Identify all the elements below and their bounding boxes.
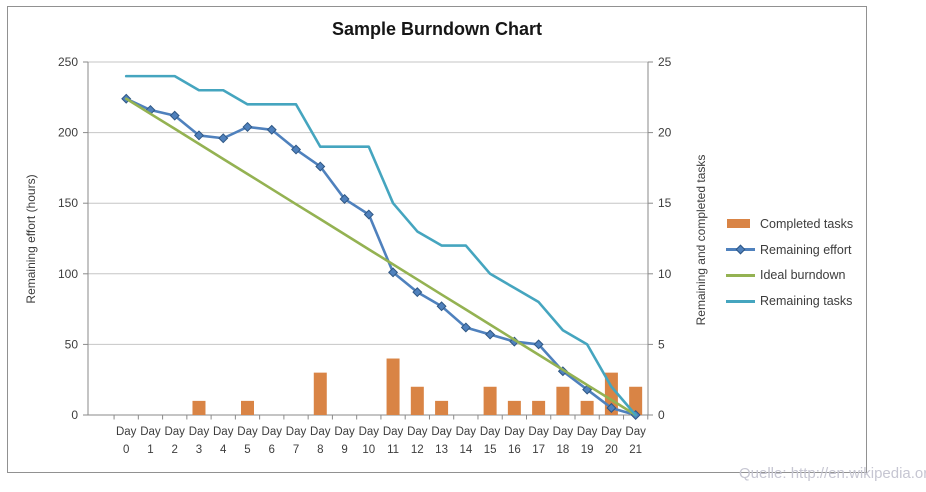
line-swatch-icon xyxy=(726,269,757,282)
svg-text:Day: Day xyxy=(334,426,355,438)
line-remaining-tasks xyxy=(124,74,637,417)
svg-text:Day: Day xyxy=(383,426,404,438)
svg-text:Day: Day xyxy=(577,426,598,438)
svg-text:Day: Day xyxy=(407,426,428,438)
svg-text:2: 2 xyxy=(172,444,178,456)
svg-text:0: 0 xyxy=(658,408,665,422)
svg-text:Day: Day xyxy=(601,426,622,438)
svg-text:18: 18 xyxy=(556,444,569,456)
legend-item-remaining-effort: Remaining effort xyxy=(726,237,853,263)
svg-text:25: 25 xyxy=(658,55,672,69)
line-swatch-icon xyxy=(726,295,757,308)
y-axis-labels-right: 25 20 15 10 5 0 xyxy=(658,55,672,422)
legend-item-remaining-tasks: Remaining tasks xyxy=(726,288,853,314)
svg-text:Day: Day xyxy=(116,426,137,438)
svg-text:Day: Day xyxy=(310,426,331,438)
svg-text:0: 0 xyxy=(123,444,129,456)
chart-legend: Completed tasks Remaining effort Ideal b… xyxy=(726,211,853,314)
svg-text:Day: Day xyxy=(528,426,549,438)
svg-text:14: 14 xyxy=(459,444,472,456)
svg-text:8: 8 xyxy=(317,444,323,456)
svg-text:10: 10 xyxy=(658,267,672,281)
svg-text:50: 50 xyxy=(65,337,79,351)
svg-text:Day: Day xyxy=(504,426,525,438)
svg-text:250: 250 xyxy=(58,55,78,69)
chart-title: Sample Burndown Chart xyxy=(331,19,543,39)
svg-text:3: 3 xyxy=(196,444,202,456)
svg-text:Day: Day xyxy=(431,426,452,438)
svg-text:Day: Day xyxy=(140,426,161,438)
svg-text:Day: Day xyxy=(553,426,574,438)
svg-text:100: 100 xyxy=(58,267,78,281)
svg-text:21: 21 xyxy=(629,444,642,456)
legend-item-ideal-burndown: Ideal burndown xyxy=(726,263,853,289)
line-ideal-burndown xyxy=(124,97,637,417)
svg-text:0: 0 xyxy=(71,408,78,422)
y-axis-labels-left: 250 200 150 100 50 0 xyxy=(58,55,78,422)
svg-text:10: 10 xyxy=(362,444,375,456)
svg-text:13: 13 xyxy=(435,444,448,456)
svg-text:5: 5 xyxy=(244,444,250,456)
svg-text:20: 20 xyxy=(605,444,618,456)
svg-text:Day: Day xyxy=(359,426,380,438)
line-remaining-effort xyxy=(121,93,641,421)
svg-text:Day: Day xyxy=(262,426,283,438)
legend-label: Remaining effort xyxy=(760,242,852,257)
svg-text:11: 11 xyxy=(387,444,399,456)
svg-text:200: 200 xyxy=(58,126,78,140)
line-diamond-swatch-icon xyxy=(726,243,757,256)
svg-text:Day: Day xyxy=(286,426,307,438)
chart-frame xyxy=(7,6,867,473)
svg-text:17: 17 xyxy=(532,444,545,456)
svg-text:Day: Day xyxy=(164,426,185,438)
svg-text:9: 9 xyxy=(341,444,347,456)
legend-item-completed-tasks: Completed tasks xyxy=(726,211,853,237)
svg-text:5: 5 xyxy=(658,337,665,351)
svg-text:15: 15 xyxy=(658,196,672,210)
legend-label: Ideal burndown xyxy=(760,268,846,283)
svg-text:1: 1 xyxy=(147,444,153,456)
gridlines xyxy=(83,61,653,416)
bar-swatch-icon xyxy=(726,217,757,230)
legend-label: Completed tasks xyxy=(760,216,854,231)
bars-completed-tasks xyxy=(192,358,643,415)
axes xyxy=(87,62,649,420)
svg-text:4: 4 xyxy=(220,444,227,456)
legend-label: Remaining tasks xyxy=(760,294,853,309)
svg-text:15: 15 xyxy=(484,444,497,456)
svg-text:Day: Day xyxy=(189,426,210,438)
svg-text:Day: Day xyxy=(237,426,258,438)
source-attribution: Quelle: http://en.wikipedia.org xyxy=(739,465,926,482)
svg-text:16: 16 xyxy=(508,444,521,456)
svg-text:Day: Day xyxy=(480,426,501,438)
svg-text:12: 12 xyxy=(411,444,424,456)
svg-text:6: 6 xyxy=(269,444,275,456)
svg-text:Day: Day xyxy=(625,426,646,438)
svg-text:20: 20 xyxy=(658,126,672,140)
svg-text:7: 7 xyxy=(293,444,299,456)
svg-text:19: 19 xyxy=(581,444,594,456)
x-axis-labels: Day 0 Day 1 Day 2 Day 3 Day 4 Day 5 Day 6 Day 7 Day 8 Day 9… xyxy=(116,426,646,456)
svg-text:150: 150 xyxy=(58,196,78,210)
svg-text:Day: Day xyxy=(213,426,234,438)
svg-text:Day: Day xyxy=(456,426,477,438)
